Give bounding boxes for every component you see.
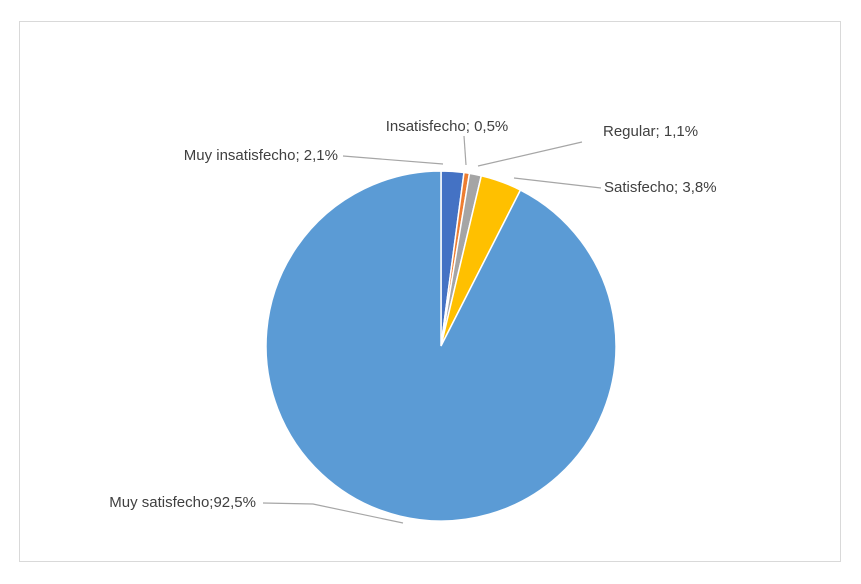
data-label-insatisfecho: Insatisfecho; 0,5% — [386, 118, 509, 135]
data-label-regular: Regular; 1,1% — [603, 123, 698, 140]
leader-line-satisfecho — [513, 177, 602, 189]
data-labels: Muy insatisfecho; 2,1% Insatisfecho; 0,5%… — [109, 118, 716, 511]
pie-slice-muy-satisfecho — [265, 170, 617, 522]
data-label-muy-insatisfecho: Muy insatisfecho; 2,1% — [184, 147, 338, 164]
leader-lines — [262, 135, 602, 524]
leader-line-muy-insatisfecho — [342, 155, 444, 165]
pie-slices — [265, 170, 617, 522]
leader-line-regular — [477, 141, 583, 167]
data-label-satisfecho: Satisfecho; 3,8% — [604, 179, 717, 196]
leader-line-muy-satisfecho — [262, 502, 404, 524]
data-label-muy-satisfecho: Muy satisfecho;92,5% — [109, 494, 256, 511]
leader-line-insatisfecho — [463, 135, 467, 166]
